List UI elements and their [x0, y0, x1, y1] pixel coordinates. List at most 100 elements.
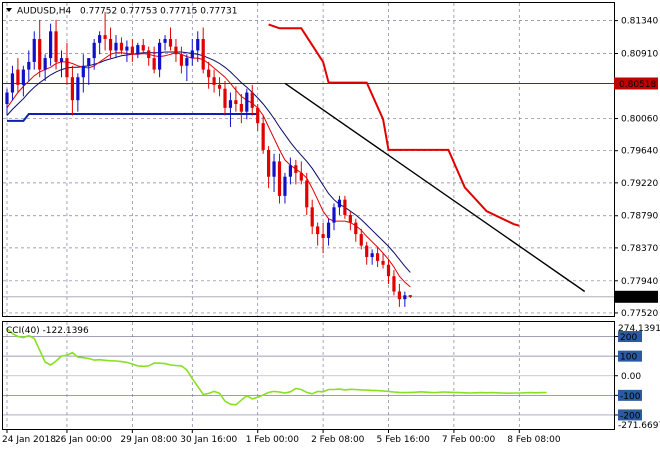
price-tick-label: 0.80060	[621, 115, 658, 125]
cci-pane: 200 100 0.00 -100 -200 274.1391 -271.6697	[3, 324, 660, 431]
price-axis: 0.81340 0.80910 0.80060 0.79640 0.79220 0.787…	[614, 17, 658, 319]
candle-body	[98, 35, 102, 43]
cci-level-label: 200	[620, 333, 637, 343]
candle-body	[239, 104, 243, 112]
candle-body	[70, 77, 74, 101]
candle-body	[299, 172, 303, 181]
current-price-box	[614, 290, 658, 303]
price-tick-label: 0.80910	[621, 50, 658, 60]
candle-body	[103, 35, 107, 39]
symbol-label: AUDUSD,H4	[17, 7, 72, 17]
current-price-label: 0.77731	[619, 293, 656, 303]
time-tick-label: 29 Jan 08:00	[120, 435, 177, 445]
candle-body	[125, 46, 129, 51]
candle-body	[5, 92, 9, 105]
candle-body	[108, 38, 113, 51]
candle-body	[207, 69, 211, 78]
candle-body	[256, 107, 260, 124]
candle-body	[359, 234, 363, 246]
cci-level-label: 0.00	[621, 372, 641, 382]
candle-body	[54, 31, 58, 62]
candle-body	[136, 45, 140, 55]
time-tick-label: 5 Feb 16:00	[377, 435, 431, 445]
price-tick-label: 0.77940	[621, 277, 658, 287]
candle-body	[348, 214, 352, 223]
time-tick-label: 24 Jan 2018	[2, 435, 56, 445]
candle-body	[201, 38, 205, 70]
cci-level-box	[618, 331, 642, 343]
price-tick-label: 0.78370	[621, 244, 658, 254]
cci-level-box	[618, 389, 642, 401]
candle-body	[32, 38, 36, 62]
candle-body	[397, 291, 401, 300]
candle-body	[392, 276, 396, 292]
candle-body	[163, 38, 167, 43]
candle-body	[321, 234, 325, 238]
collapse-triangle-icon[interactable]	[6, 8, 12, 12]
candle-body	[272, 161, 276, 177]
candle-body	[223, 88, 227, 108]
candle-body	[59, 58, 64, 62]
candle-body	[337, 199, 342, 208]
cci-level-label: -100	[620, 392, 641, 402]
candle-body	[212, 77, 216, 85]
price-tick-label: 0.78790	[621, 212, 658, 222]
cci-line	[6, 328, 547, 406]
candle-body	[267, 149, 271, 177]
candle-body	[381, 260, 385, 265]
candle-body	[343, 199, 347, 215]
candle-body	[245, 92, 249, 112]
candle-body	[43, 58, 47, 70]
candle-body	[376, 253, 380, 261]
candle-body	[130, 46, 134, 55]
candle-body	[119, 42, 124, 51]
cci-level-label: -200	[620, 411, 641, 421]
candle-body	[10, 73, 15, 93]
time-tick-label: 26 Jan 00:00	[55, 435, 112, 445]
candle-body	[49, 31, 53, 59]
candle-body	[92, 42, 96, 59]
price-tick-label: 0.77520	[621, 309, 658, 319]
candle-body	[294, 165, 298, 173]
candle-body	[114, 42, 118, 51]
candle-body	[147, 50, 151, 59]
candle-body	[87, 58, 91, 66]
candle-body	[76, 77, 80, 101]
candle-body	[158, 42, 162, 70]
time-tick-label: 30 Jan 16:00	[180, 435, 237, 445]
candle-body	[234, 100, 238, 105]
candle-body	[305, 180, 309, 208]
horizontal-level	[3, 83, 614, 298]
candle-body	[228, 100, 233, 108]
price-channel	[7, 23, 520, 227]
channel-upper-line	[268, 23, 520, 227]
price-tick-label: 0.79640	[621, 147, 658, 157]
candle-body	[141, 45, 145, 51]
trendline	[284, 82, 586, 293]
cci-level-box	[618, 409, 642, 421]
candle-body	[168, 38, 173, 47]
candles	[5, 12, 412, 307]
time-tick-label: 8 Feb 08:00	[507, 435, 561, 445]
candle-body	[196, 38, 200, 51]
ma-slow-line	[6, 51, 411, 273]
time-tick-label: 7 Feb 00:00	[442, 435, 496, 445]
time-tick-label: 1 Feb 00:00	[246, 435, 300, 445]
candle-body	[152, 58, 156, 70]
candle-body	[332, 207, 336, 223]
candle-body	[81, 65, 85, 78]
candle-body	[408, 295, 412, 297]
candle-body	[16, 69, 20, 85]
candle-body	[365, 245, 369, 258]
channel-lower-line	[7, 113, 258, 122]
candle-body	[261, 123, 265, 150]
candle-body	[316, 226, 320, 235]
candle-body	[250, 92, 254, 108]
cci-level-box	[618, 350, 642, 362]
cci-level-label: 100	[620, 353, 637, 363]
candle-body	[21, 69, 25, 85]
candle-body	[65, 58, 69, 78]
candle-body	[190, 50, 194, 59]
